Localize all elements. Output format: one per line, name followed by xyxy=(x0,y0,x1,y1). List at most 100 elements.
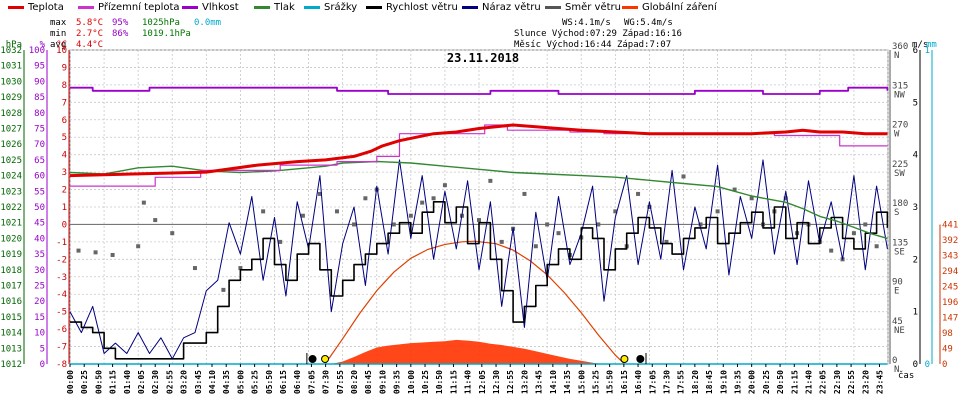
press-tick-label: 1025 xyxy=(0,156,22,166)
legend-item: Přízemní teplota xyxy=(78,2,180,13)
x-tick-label: 16:40 xyxy=(634,370,643,394)
x-tick-label: 01:40 xyxy=(123,370,132,394)
solar-tick-label: 196 xyxy=(942,298,958,308)
press-tick-label: 1013 xyxy=(0,344,22,354)
dir-point xyxy=(141,200,146,205)
legend-item: Teplota xyxy=(8,2,64,13)
x-tick-label: 06:40 xyxy=(293,370,302,394)
press-tick-label: 1032 xyxy=(0,46,22,56)
wind-tick-label: 4 xyxy=(913,151,918,161)
x-tick-label: 18:45 xyxy=(705,370,714,394)
dir-point xyxy=(136,244,141,249)
moonset-marker xyxy=(308,355,317,363)
dir-point xyxy=(715,209,720,214)
hum-tick-label: 55 xyxy=(34,187,45,197)
x-tick-label: 05:00 xyxy=(236,370,245,394)
hum-tick-label: 50 xyxy=(34,203,45,213)
dir-point xyxy=(334,209,339,214)
dir-point xyxy=(522,191,527,196)
stats-max-hum: 95% xyxy=(112,18,129,28)
legend-label: Teplota xyxy=(28,2,64,13)
x-tick-label: 13:45 xyxy=(535,370,544,394)
legend-label: Přízemní teplota xyxy=(98,2,180,13)
x-tick-label: 18:20 xyxy=(691,370,700,394)
dir-point xyxy=(221,287,226,292)
dir-point xyxy=(488,178,493,183)
hum-tick-label: 20 xyxy=(34,297,45,307)
x-tick-label: 03:45 xyxy=(194,370,203,394)
dir-point xyxy=(681,174,686,179)
temp-tick-label: -4 xyxy=(56,290,67,300)
hum-tick-label: 90 xyxy=(34,77,45,87)
dir-point xyxy=(596,222,601,227)
dir-tick-sub: N xyxy=(894,51,899,61)
x-tick-label: 09:35 xyxy=(393,370,402,394)
stats-avg-row: avg 4.4°C xyxy=(50,40,221,51)
solar-tick-label: 245 xyxy=(942,282,958,292)
dir-point xyxy=(732,187,737,192)
x-tick-label: 13:20 xyxy=(520,370,529,394)
stats-min-press: 1019.1hPa xyxy=(142,29,191,39)
dir-tick-label: 315 xyxy=(892,81,908,91)
press-tick-label: 1020 xyxy=(0,234,22,244)
dir-point xyxy=(874,244,879,249)
x-tick-label: 02:30 xyxy=(151,370,160,394)
press-tick-label: 1023 xyxy=(0,187,22,197)
rain-tick-label: 0 xyxy=(925,360,930,370)
solar-tick-label: 441 xyxy=(942,220,958,230)
stats-max-temp: 5.8°C xyxy=(76,18,104,28)
dir-point xyxy=(499,239,504,244)
legend-swatch xyxy=(462,5,478,9)
legend-item: Rychlost větru xyxy=(366,2,458,13)
stats-max-label: max xyxy=(50,18,67,28)
x-tick-label: 10:00 xyxy=(407,370,416,394)
dir-point xyxy=(352,222,357,227)
rain-tick-label: 1 xyxy=(925,46,930,56)
x-tick-label: 22:05 xyxy=(819,370,828,394)
x-tick-label: 17:05 xyxy=(648,370,657,394)
legend-swatch xyxy=(254,5,270,9)
legend-swatch xyxy=(182,5,198,9)
legend-swatch xyxy=(545,5,561,9)
x-tick-label: 11:40 xyxy=(464,370,473,394)
dir-tick-label: 360 xyxy=(892,42,908,52)
hum-tick-label: 75 xyxy=(34,125,45,135)
press-tick-label: 1028 xyxy=(0,109,22,119)
solar-measured-area xyxy=(331,339,604,364)
x-tick-label: 00:50 xyxy=(94,370,103,394)
press-tick-label: 1031 xyxy=(0,62,22,72)
legend-item: Vlhkost xyxy=(182,2,239,13)
sunrise-marker xyxy=(321,355,330,363)
wind-speed-avg: WS:4.1m/s xyxy=(562,18,611,28)
dir-tick-sub: SW xyxy=(894,169,905,179)
legend-label: Tlak xyxy=(274,2,295,13)
x-tick-label: 20:00 xyxy=(748,370,757,394)
dir-tick-label: 180 xyxy=(892,199,908,209)
dir-point xyxy=(153,218,158,223)
stats-max-rain: 0.0mm xyxy=(194,18,222,28)
solar-area xyxy=(324,240,625,365)
stats-min-temp: 2.7°C xyxy=(76,29,104,39)
hum-tick-label: 0 xyxy=(40,360,45,370)
dir-point xyxy=(829,248,834,253)
hum-tick-label: 15 xyxy=(34,313,45,323)
x-tick-label: 06:15 xyxy=(279,370,288,394)
x-tick-label: 07:05 xyxy=(307,370,316,394)
solar-theoretical-line xyxy=(324,240,625,365)
dir-tick-label: 0 xyxy=(892,356,897,366)
astro-markers xyxy=(306,353,647,364)
moon-times: Měsíc Východ:16:44 Západ:7:07 xyxy=(514,40,672,50)
x-tick-label: 07:30 xyxy=(322,370,331,394)
x-tick-label: 20:25 xyxy=(762,370,771,394)
dir-tick-sub: NE xyxy=(894,326,905,336)
wind-tick-label: 1 xyxy=(913,308,918,318)
x-tick-label: 23:45 xyxy=(875,370,884,394)
x-tick-label: 04:10 xyxy=(208,370,217,394)
x-tick-label: 22:55 xyxy=(847,370,856,394)
dir-tick-label: 270 xyxy=(892,121,908,131)
x-tick-label: 19:35 xyxy=(733,370,742,394)
dir-point xyxy=(300,213,305,218)
hum-tick-label: 80 xyxy=(34,109,45,119)
temp-tick-label: 7 xyxy=(62,98,67,108)
x-tick-label: 02:05 xyxy=(137,370,146,394)
